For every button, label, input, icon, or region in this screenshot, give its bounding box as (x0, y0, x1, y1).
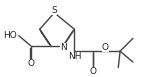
Text: N: N (60, 43, 67, 52)
Text: NH: NH (68, 52, 81, 61)
Text: O: O (89, 67, 96, 76)
Text: HO: HO (3, 31, 17, 40)
Text: O: O (102, 43, 109, 52)
Text: S: S (52, 6, 57, 15)
Text: O: O (27, 59, 34, 68)
